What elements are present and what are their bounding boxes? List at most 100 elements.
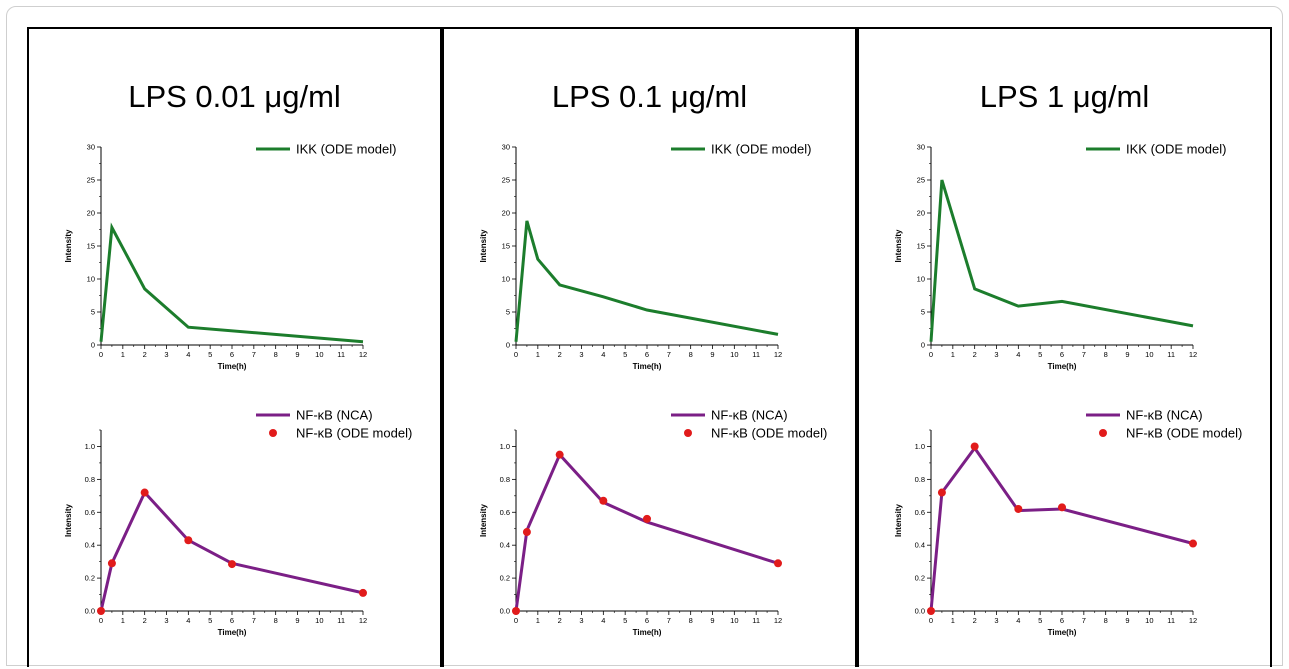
y-tick-label: 0.4 [915,541,925,550]
y-tick-label: 0 [506,341,510,350]
x-tick-label: 2 [558,350,562,359]
x-tick-label: 12 [1189,350,1197,359]
x-tick-label: 5 [1038,616,1042,625]
x-tick-label: 9 [295,616,299,625]
x-tick-label: 1 [951,350,955,359]
y-tick-label: 20 [502,209,510,218]
x-tick-label: 8 [689,616,693,625]
y-tick-label: 25 [502,176,510,185]
x-tick-label: 4 [186,350,190,359]
x-tick-label: 11 [337,616,345,625]
y-tick-label: 0.2 [915,574,925,583]
nfkb-ode-data-point [774,559,782,568]
x-tick-label: 12 [359,616,367,625]
x-tick-label: 8 [689,350,693,359]
x-tick-label: 0 [99,350,103,359]
x-tick-label: 2 [143,350,147,359]
y-tick-label: 15 [87,242,95,251]
y-axis-title: Intensity [64,229,73,262]
nfkb-chart: 0 1 2 3 4 5 6 7 8 9 10 11 120.00.20.40.60.81.0Time(h… [479,408,827,638]
x-tick-label: 3 [994,616,998,625]
y-tick-label: 0 [921,341,925,350]
y-tick-label: 1.0 [500,442,510,451]
x-tick-label: 5 [623,616,627,625]
nfkb-ode-data-point [1014,504,1023,513]
nfkb-chart: 0 1 2 3 4 5 6 7 8 9 10 11 120.00.20.40.60.81.0Time(h… [64,408,412,638]
x-tick-label: 3 [579,350,583,359]
x-tick-label: 2 [973,350,977,359]
y-tick-label: 0.2 [500,574,510,583]
x-tick-label: 12 [1189,616,1197,625]
legend-label: NF-κB (ODE model) [711,426,827,441]
x-tick-label: 6 [230,616,234,625]
ikk-series-line [929,179,1194,342]
legend-point-swatch [684,429,692,437]
x-axis-title: Time(h) [218,362,247,371]
y-axis-title: Intensity [894,504,903,537]
y-tick-label: 0 [91,341,95,350]
x-tick-label: 4 [601,616,605,625]
x-tick-label: 3 [994,350,998,359]
x-axis-title: Time(h) [1048,628,1077,637]
x-axis-title: Time(h) [218,628,247,637]
x-tick-label: 6 [645,616,649,625]
ikk-series-line [514,220,779,342]
panel-charts-svg: 0 1 2 3 4 5 6 7 8 9 10 11 12051015202530Time(h)Inten… [479,142,827,638]
y-tick-label: 0.8 [915,475,925,484]
nfkb-ode-data-point [937,488,946,497]
panel-charts-svg: 0 1 2 3 4 5 6 7 8 9 10 11 12051015202530Time(h)Inten… [64,142,412,638]
x-tick-label: 3 [164,616,168,625]
x-tick-label: 4 [1016,350,1020,359]
x-tick-label: 5 [208,616,212,625]
x-tick-label: 9 [1125,616,1129,625]
x-tick-label: 9 [710,350,714,359]
x-axis-title: Time(h) [1048,362,1077,371]
x-tick-label: 7 [252,350,256,359]
y-axis-title: Intensity [479,504,488,537]
x-tick-label: 1 [536,350,540,359]
nfkb-ode-data-point [927,607,935,615]
y-tick-label: 25 [917,176,925,185]
x-tick-label: 5 [1038,350,1042,359]
legend-label: NF-κB (ODE model) [296,426,412,441]
x-tick-label: 4 [601,350,605,359]
x-axis-title: Time(h) [633,628,662,637]
x-tick-label: 7 [252,616,256,625]
y-tick-label: 1.0 [915,442,925,451]
x-tick-label: 8 [1104,350,1108,359]
nfkb-ode-data-point [107,559,116,568]
x-tick-label: 7 [1082,350,1086,359]
x-tick-label: 10 [1145,616,1153,625]
panel-title: LPS 0.1 μg/ml [551,79,748,114]
nfkb-ode-data-point [1058,503,1066,512]
panel-lps-01: LPS 0.1 μg/ml 0 1 2 3 4 5 6 7 8 9 10 11 12 0 5 10 15 20 25… [442,27,857,667]
x-tick-label: 5 [623,350,627,359]
y-tick-label: 20 [87,209,95,218]
nfkb-ode-data-point [359,588,367,597]
nfkb-ode-data-point [555,450,564,459]
x-tick-label: 1 [121,616,125,625]
nfkb-chart: 0 1 2 3 4 5 6 7 8 9 10 11 120.00.20.40.60.81.0Time(h… [894,408,1242,638]
y-tick-label: 0.4 [85,541,95,550]
x-tick-label: 7 [667,350,671,359]
legend-label: IKK (ODE model) [711,142,811,157]
x-tick-label: 12 [359,350,367,359]
nfkb-ode-data-point [643,514,651,523]
x-tick-label: 7 [1082,616,1086,625]
x-tick-label: 3 [579,616,583,625]
nfkb-nca-series-line [929,445,1194,612]
y-tick-label: 0.6 [85,508,95,517]
x-tick-label: 10 [1145,350,1153,359]
y-tick-label: 15 [502,242,510,251]
x-tick-label: 6 [1060,616,1064,625]
x-tick-label: 0 [929,350,933,359]
nfkb-ode-data-point [184,536,193,545]
x-tick-label: 0 [514,350,518,359]
y-tick-label: 0.4 [500,541,510,550]
x-tick-label: 12 [774,350,782,359]
y-tick-label: 1.0 [85,442,95,451]
y-tick-label: 0.8 [500,475,510,484]
y-tick-label: 0.0 [85,607,95,616]
nfkb-ode-data-point [512,607,520,615]
x-tick-label: 2 [973,616,977,625]
